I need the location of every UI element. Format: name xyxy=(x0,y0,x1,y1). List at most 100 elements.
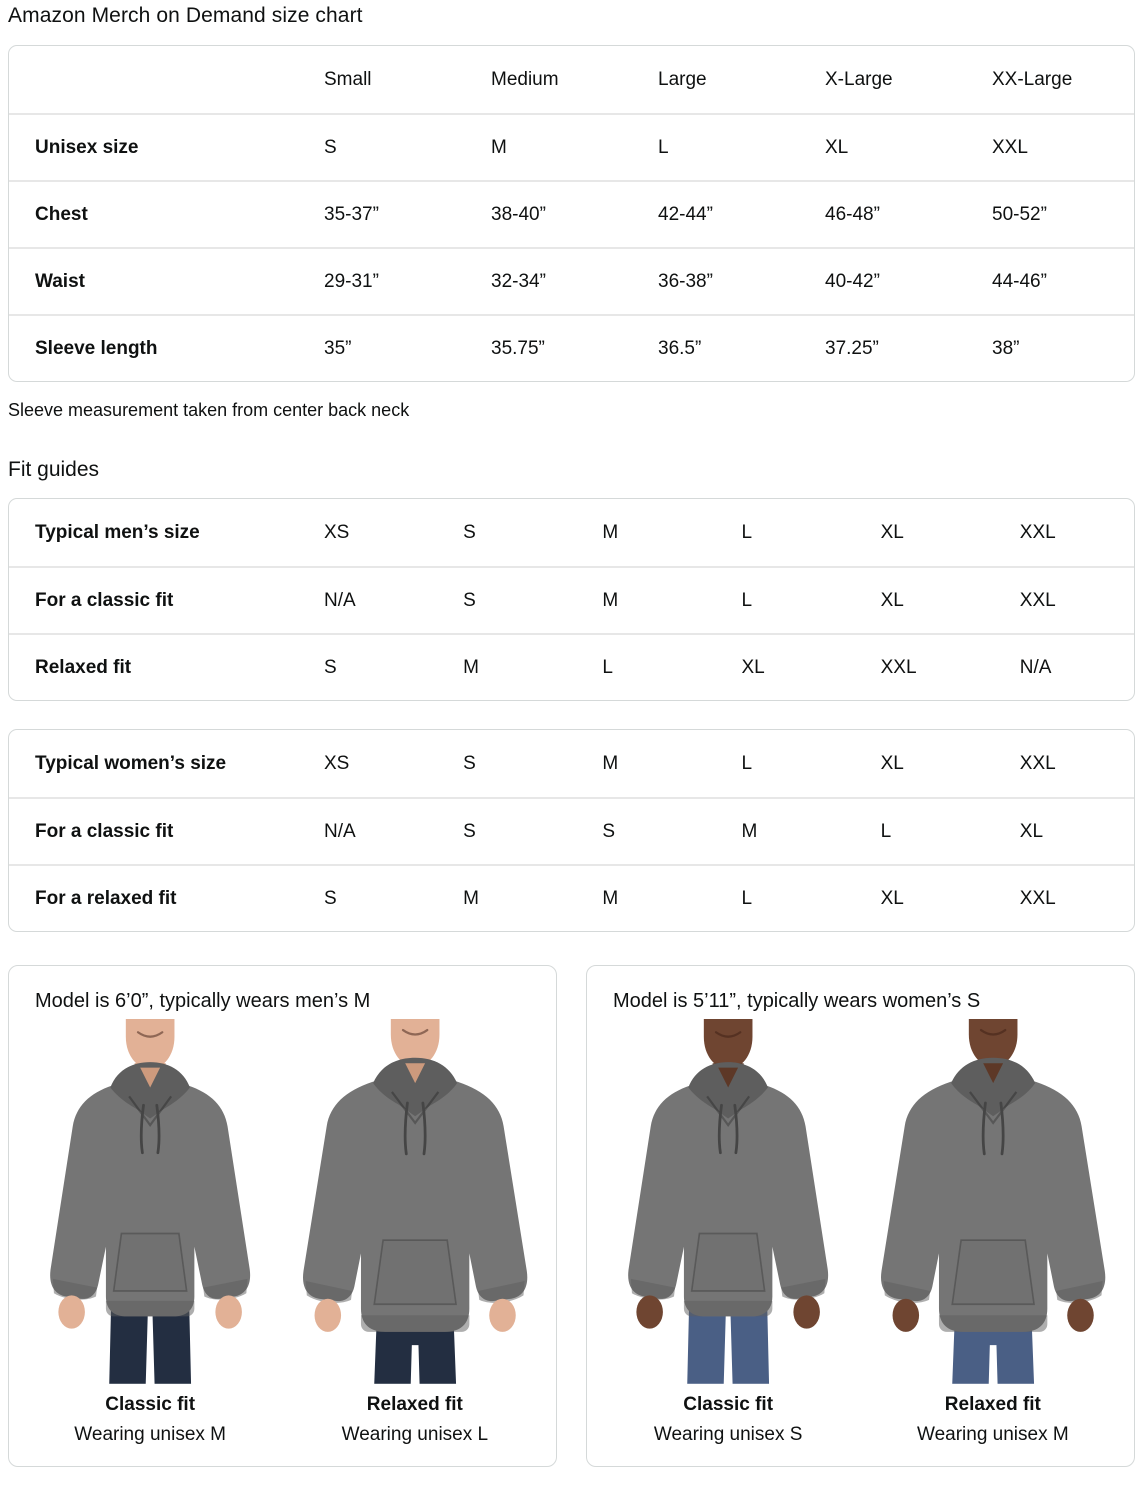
wearing-label: Wearing unisex M xyxy=(916,1423,1069,1445)
womens-fit-table: Typical women’s size XS S M L XL XXL For… xyxy=(8,729,1135,932)
fit-cell: XXL xyxy=(994,566,1134,633)
fit-cell: M xyxy=(577,566,717,633)
fit-cell: M xyxy=(602,521,619,543)
table-row-typical-womens-size: Typical women’s size XS S M L XL XXL xyxy=(9,730,1134,797)
table-row-mens-classic-fit: For a classic fit N/A S M L XL XXL xyxy=(9,566,1134,633)
row-label: For a relaxed fit xyxy=(9,864,299,931)
table-row-sleeve-length: Sleeve length 35” 35.75” 36.5” 37.25” 38… xyxy=(9,314,1134,381)
fit-cell: XL xyxy=(880,521,904,543)
size-cell: 36-38” xyxy=(633,247,800,314)
table-row-womens-relaxed-fit: For a relaxed fit S M M L XL XXL xyxy=(9,864,1134,931)
size-cell: 29-31” xyxy=(299,247,466,314)
wearing-label: Wearing unisex L xyxy=(341,1423,489,1445)
size-cell: 42-44” xyxy=(633,180,800,247)
table-row-typical-mens-size: Typical men’s size XS S M L XL XXL xyxy=(9,499,1134,566)
row-label: Typical men’s size xyxy=(35,521,200,543)
fit-label: Classic fit xyxy=(683,1393,774,1415)
size-cell: L xyxy=(633,113,800,180)
size-cell: XL xyxy=(800,113,967,180)
size-cell: 44-46” xyxy=(967,247,1134,314)
fit-cell: XL xyxy=(855,566,995,633)
size-cell: S xyxy=(299,113,466,180)
womens-classic-fit-figure: Classic fit Wearing unisex S xyxy=(601,1019,855,1446)
column-header-x-large: X-Large xyxy=(825,68,893,90)
column-header-xx-large: XX-Large xyxy=(992,68,1073,90)
size-cell: XXL xyxy=(967,113,1134,180)
fit-cell: XXL xyxy=(1019,752,1056,774)
table-row-waist: Waist 29-31” 32-34” 36-38” 40-42” 44-46” xyxy=(9,247,1134,314)
size-cell: M xyxy=(466,113,633,180)
fit-cell: S xyxy=(299,864,439,931)
row-label: Waist xyxy=(9,247,299,314)
size-cell: 50-52” xyxy=(967,180,1134,247)
fit-cell: S xyxy=(577,797,717,864)
fit-cell: XS xyxy=(324,521,350,543)
table-row-chest: Chest 35-37” 38-40” 42-44” 46-48” 50-52” xyxy=(9,180,1134,247)
table-row-mens-relaxed-fit: Relaxed fit S M L XL XXL N/A xyxy=(9,633,1134,700)
table-row-womens-classic-fit: For a classic fit N/A S S M L XL xyxy=(9,797,1134,864)
fit-cell: M xyxy=(577,864,717,931)
womens-model-card: Model is 5’11”, typically wears women’s … xyxy=(586,965,1135,1467)
womens-model-card-header: Model is 5’11”, typically wears women’s … xyxy=(613,990,981,1012)
size-cell: 38-40” xyxy=(466,180,633,247)
fit-cell: L xyxy=(716,864,856,931)
fit-cell: XL xyxy=(880,752,904,774)
fit-guides-heading: Fit guides xyxy=(8,458,100,481)
fit-cell: L xyxy=(855,797,995,864)
size-cell: 32-34” xyxy=(466,247,633,314)
fit-cell: S xyxy=(438,566,578,633)
size-cell: 46-48” xyxy=(800,180,967,247)
fit-cell: L xyxy=(716,566,856,633)
wearing-label: Wearing unisex M xyxy=(74,1423,226,1445)
fit-label: Classic fit xyxy=(105,1393,196,1415)
fit-cell: S xyxy=(438,797,578,864)
row-label: Typical women’s size xyxy=(35,752,227,774)
fit-cell: S xyxy=(299,633,439,700)
fit-cell: XXL xyxy=(855,633,995,700)
fit-cell: M xyxy=(602,752,619,774)
fit-cell: N/A xyxy=(299,566,439,633)
fit-cell: N/A xyxy=(994,633,1134,700)
fit-cell: M xyxy=(716,797,856,864)
fit-label: Relaxed fit xyxy=(944,1393,1041,1415)
female-model-classic-fit-photo xyxy=(601,1019,855,1384)
fit-cell: XL xyxy=(716,633,856,700)
column-header-large: Large xyxy=(658,68,707,90)
row-label: Relaxed fit xyxy=(9,633,299,700)
fit-cell: S xyxy=(463,752,476,774)
size-cell: 40-42” xyxy=(800,247,967,314)
mens-model-card: Model is 6’0”, typically wears men’s M C… xyxy=(8,965,557,1467)
size-cell: 35” xyxy=(299,314,466,381)
mens-fit-table: Typical men’s size XS S M L XL XXL For a… xyxy=(8,498,1135,701)
fit-cell: XXL xyxy=(1019,521,1056,543)
row-label: Chest xyxy=(9,180,299,247)
mens-model-card-header: Model is 6’0”, typically wears men’s M xyxy=(35,990,371,1012)
female-model-relaxed-fit-photo xyxy=(866,1019,1120,1384)
column-header-small: Small xyxy=(324,68,372,90)
row-label: Sleeve length xyxy=(9,314,299,381)
fit-cell: XL xyxy=(855,864,995,931)
male-model-relaxed-fit-photo xyxy=(288,1019,542,1384)
size-chart-table: Small Medium Large X-Large XX-Large Unis… xyxy=(8,45,1135,382)
column-header-medium: Medium xyxy=(491,68,559,90)
size-table-header-row: Small Medium Large X-Large XX-Large xyxy=(9,46,1134,113)
wearing-label: Wearing unisex S xyxy=(653,1423,803,1445)
mens-relaxed-fit-figure: Relaxed fit Wearing unisex L xyxy=(288,1019,542,1446)
model-cards: Model is 6’0”, typically wears men’s M C… xyxy=(8,965,1135,1467)
fit-cell: XS xyxy=(324,752,350,774)
male-model-classic-fit-photo xyxy=(23,1019,277,1384)
fit-cell: S xyxy=(463,521,476,543)
size-cell: 37.25” xyxy=(800,314,967,381)
page-title: Amazon Merch on Demand size chart xyxy=(8,4,363,27)
size-cell: 35-37” xyxy=(299,180,466,247)
fit-cell: L xyxy=(741,521,753,543)
sleeve-measurement-note: Sleeve measurement taken from center bac… xyxy=(8,400,410,420)
mens-classic-fit-figure: Classic fit Wearing unisex M xyxy=(23,1019,277,1446)
empty-header-cell xyxy=(9,46,299,113)
size-cell: 36.5” xyxy=(633,314,800,381)
fit-cell: L xyxy=(577,633,717,700)
row-label: For a classic fit xyxy=(9,566,299,633)
fit-cell: XL xyxy=(994,797,1134,864)
fit-cell: M xyxy=(438,633,578,700)
size-cell: 35.75” xyxy=(466,314,633,381)
